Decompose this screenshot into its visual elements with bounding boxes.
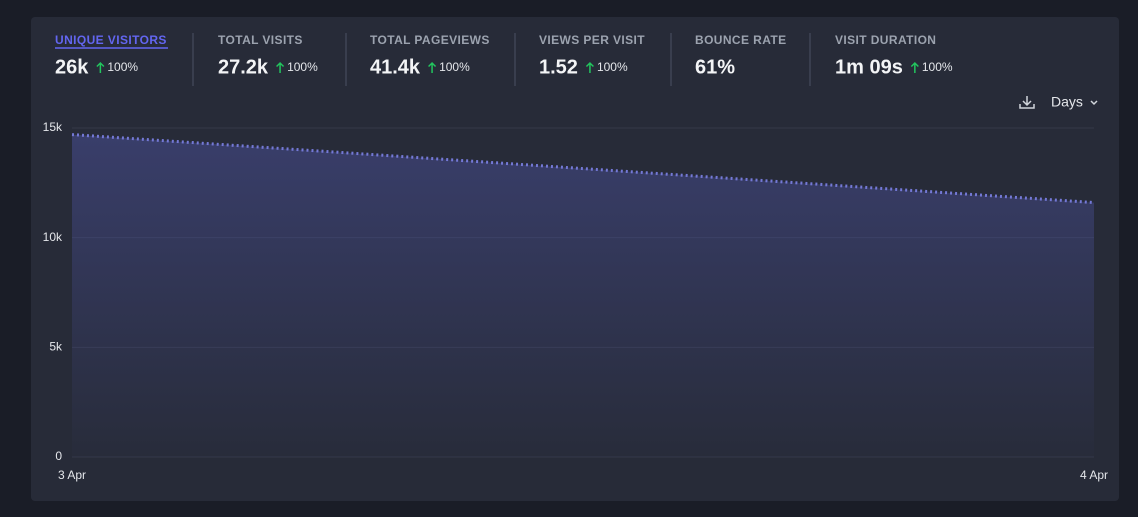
up-arrow <box>585 61 594 73</box>
stat-label[interactable]: VISIT DURATION <box>835 33 936 47</box>
stat-label[interactable]: TOTAL PAGEVIEWS <box>370 33 490 47</box>
stat-change: 100% <box>439 60 470 74</box>
download-button[interactable] <box>1019 96 1035 109</box>
y-tick-label: 10k <box>43 230 63 244</box>
x-tick-label: 4 Apr <box>1080 468 1108 482</box>
stat-change: 100% <box>922 60 953 74</box>
up-arrow <box>276 61 285 73</box>
stat-value: 27.2k <box>218 56 269 78</box>
stat-label[interactable]: VIEWS PER VISIT <box>539 33 645 47</box>
stat-label[interactable]: TOTAL VISITS <box>218 33 303 47</box>
stat-value: 41.4k <box>370 56 421 78</box>
stat-value: 26k <box>55 56 89 78</box>
up-arrow <box>910 61 919 73</box>
y-tick-label: 0 <box>55 449 62 463</box>
y-tick-label: 15k <box>43 120 63 134</box>
chevron[interactable] <box>1090 100 1098 106</box>
stat-label[interactable]: BOUNCE RATE <box>695 33 787 47</box>
x-tick-label: 3 Apr <box>58 468 86 482</box>
stat-change: 100% <box>287 60 318 74</box>
line <box>71 133 1095 205</box>
area <box>72 134 1094 457</box>
stat-value: 1.52 <box>539 56 578 78</box>
up-arrow <box>428 61 437 73</box>
stat-value: 1m 09s <box>835 56 903 78</box>
stat-change: 100% <box>107 60 138 74</box>
stat-value: 61% <box>695 56 735 78</box>
stat-change: 100% <box>597 60 628 74</box>
y-tick-label: 5k <box>49 340 63 354</box>
up-arrow <box>96 61 105 73</box>
stat-label[interactable]: UNIQUE VISITORS <box>55 33 167 47</box>
interval-selector[interactable]: Days <box>1051 94 1083 110</box>
